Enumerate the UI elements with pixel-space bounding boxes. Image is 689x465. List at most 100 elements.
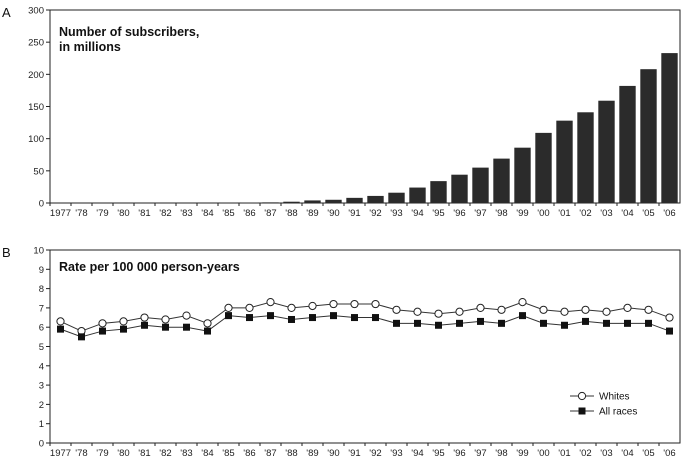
point-whites [98,319,107,328]
point-whites [308,301,317,311]
panel-a-x-tick-label: '79 [96,208,108,219]
point-all-races [351,314,358,322]
panel-b-x-tick-label: '81 [138,448,150,459]
panel-b-x-tick-label: '06 [663,448,675,459]
bar-90 [325,199,342,203]
bar-06 [661,53,678,203]
panel-b-x-tick-label: '03 [600,448,612,459]
point-whites [245,303,254,312]
panel-b: B Rate per 100 000 person-years 0 1 2 3 4 5 6 7… [2,245,681,459]
bar-98 [493,158,510,203]
point-whites [350,299,359,309]
point-all-races [204,327,211,335]
panel-b-y-tick-label: 4 [39,361,44,372]
legend-whites-label: Whites [599,392,630,403]
point-all-races [225,312,232,320]
legend-all-races-marker [578,407,586,415]
bar-95 [430,181,447,203]
point-all-races [456,319,463,327]
panel-a-bars [220,53,678,203]
bar-04 [619,85,636,203]
point-all-races [330,312,337,320]
panel-a-y-tick-label: 300 [28,6,44,17]
point-all-races [162,323,169,331]
bar-99 [514,147,531,203]
panel-b-x-tick-label: '79 [96,448,108,459]
bar-00 [535,132,552,203]
point-all-races [120,325,127,333]
point-all-races [582,317,589,325]
point-whites [539,305,548,314]
bar-96 [451,174,468,203]
panel-b-x-tick-label: '02 [579,448,591,459]
point-all-races [519,312,526,320]
panel-b-x-tick-label: '89 [306,448,318,459]
panel-a-x-tick-label: '93 [390,208,402,219]
panel-a-x-tick-label: '85 [222,208,234,219]
panel-a-y-tick-label: 250 [28,38,44,49]
panel-b-x-tick-label: '86 [243,448,255,459]
panel-b-legend: Whites All races [570,392,637,418]
point-all-races [57,325,64,333]
point-whites [518,298,527,307]
point-whites [413,307,422,316]
panel-b-x-tick-label: '97 [474,448,486,459]
panel-a-x-tick-label: '82 [159,208,171,219]
point-all-races [141,321,148,329]
panel-b-x-tick-label: '04 [621,448,633,459]
panel-a-x-tick-label: '88 [285,208,297,219]
point-all-races [246,314,253,322]
panel-b-x-tick-label: '82 [159,448,171,459]
point-all-races [477,317,484,325]
point-whites [602,307,611,316]
panel-b-y-tick-label: 2 [39,400,44,411]
bar-03 [598,100,615,203]
panel-b-x-tick-label: '91 [348,448,360,459]
bar-05 [640,69,657,203]
panel-a-x-tick-label: '91 [348,208,360,219]
panel-a-x-tick-label: '96 [453,208,465,219]
panel-b-x-tick-label: 1977 [50,448,71,459]
panel-a-x-tick-label: '84 [201,208,213,219]
panel-b-x-tick-label: '01 [558,448,570,459]
point-whites [434,309,443,318]
point-all-races [78,333,85,341]
panel-a-x-tick-label: '94 [411,208,423,219]
panel-b-points [56,298,674,341]
panel-b-y-axis: 0 1 2 3 4 5 6 7 8 9 10 [33,246,50,450]
panel-b-x-tick-label: '90 [327,448,339,459]
bar-87 [262,202,279,203]
panel-b-letter: B [2,245,11,260]
point-whites [119,317,128,326]
point-all-races [309,314,316,322]
panel-a-title-line-2: in millions [59,40,121,54]
point-whites [203,319,212,328]
bar-92 [367,195,384,203]
point-all-races [645,319,652,327]
point-whites [581,305,590,314]
panel-a-x-axis: 1977 '78 '79 '80 '81 '82 '83 '84 '85 '86 '87 '88 '89… [49,203,676,219]
point-whites [161,315,170,324]
legend-all-races-label: All races [599,407,637,418]
panel-a-x-tick-label: '78 [75,208,87,219]
panel-a-y-tick-label: 150 [28,102,44,113]
panel-b-x-tick-label: '99 [516,448,528,459]
panel-a-y-tick-label: 200 [28,70,44,81]
panel-b-y-tick-label: 3 [39,381,44,392]
bar-02 [577,112,594,203]
point-whites [224,303,233,312]
panel-a: A Number of subscribers, in millions 0 50… [2,5,681,219]
panel-b-x-tick-label: '95 [432,448,444,459]
point-all-races [183,323,190,331]
panel-a-x-tick-label: 1977 [50,208,71,219]
point-all-races [372,314,379,322]
point-whites [665,313,674,322]
panel-b-y-tick-label: 6 [39,323,44,334]
panel-b-y-tick-label: 8 [39,284,44,295]
panel-a-x-tick-label: '98 [495,208,507,219]
point-all-races [267,312,274,320]
panel-a-x-tick-label: '81 [138,208,150,219]
panel-a-letter: A [2,5,11,20]
point-whites [455,307,464,316]
